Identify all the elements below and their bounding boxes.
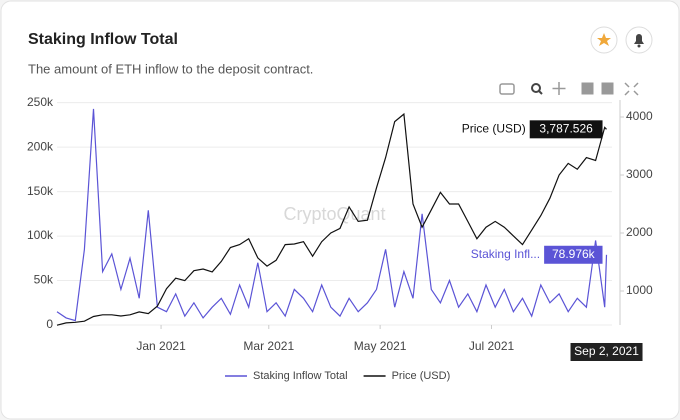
tooltip-value: 78.976k [552,247,596,261]
pan-icon[interactable] [552,82,566,95]
tooltip-box [529,120,603,139]
tooltip-label: Staking Infl... [471,247,540,261]
y-tick-label: 0 [46,317,53,331]
tooltip-label: Price (USD) [462,121,526,135]
y2-tick-label: 2000 [626,225,653,239]
camera-icon[interactable] [499,83,515,95]
series-line [56,108,608,322]
star-button[interactable] [590,26,618,54]
y2-tick-label: 1000 [626,283,653,297]
watermark: CryptoQuant [283,204,385,224]
plot-area: CryptoQuant 0 50k 100k 150k 200k 250k 1000 2000 3… [27,95,653,382]
y-tick-label: 150k [27,184,54,198]
bell-button[interactable] [625,26,653,54]
x-tick-label: Mar 2021 [243,339,294,353]
legend-label: Price (USD) [392,370,451,382]
x-tick-label: Jan 2021 [136,339,186,353]
reset-icon[interactable] [624,82,639,96]
zoom-out-icon[interactable] [601,82,614,95]
zoom-icon[interactable] [531,83,541,93]
chart-title: Staking Inflow Total [28,31,178,48]
date-tooltip-box [570,343,643,361]
series-line [56,112,607,326]
toolbar [499,82,639,96]
zoom-in-icon[interactable] [581,82,594,95]
y-tick-label: 250k [27,95,54,109]
chart-subtitle: The amount of ETH inflow to the deposit … [28,61,313,76]
x-tick-label: May 2021 [354,339,407,353]
legend-label: Staking Inflow Total [253,370,348,382]
tooltip-box [544,245,603,264]
date-tooltip: Sep 2, 2021 [574,344,639,358]
y2-tick-label: 3000 [626,167,653,181]
zoom-icon-handle [538,90,543,95]
x-tick-label: Jul 2021 [469,339,515,353]
y-tick-label: 50k [34,273,54,287]
tooltip-value: 3,787.526 [539,121,593,135]
y-tick-label: 200k [27,139,54,153]
y2-tick-label: 4000 [626,109,653,123]
y-tick-label: 100k [27,228,54,242]
